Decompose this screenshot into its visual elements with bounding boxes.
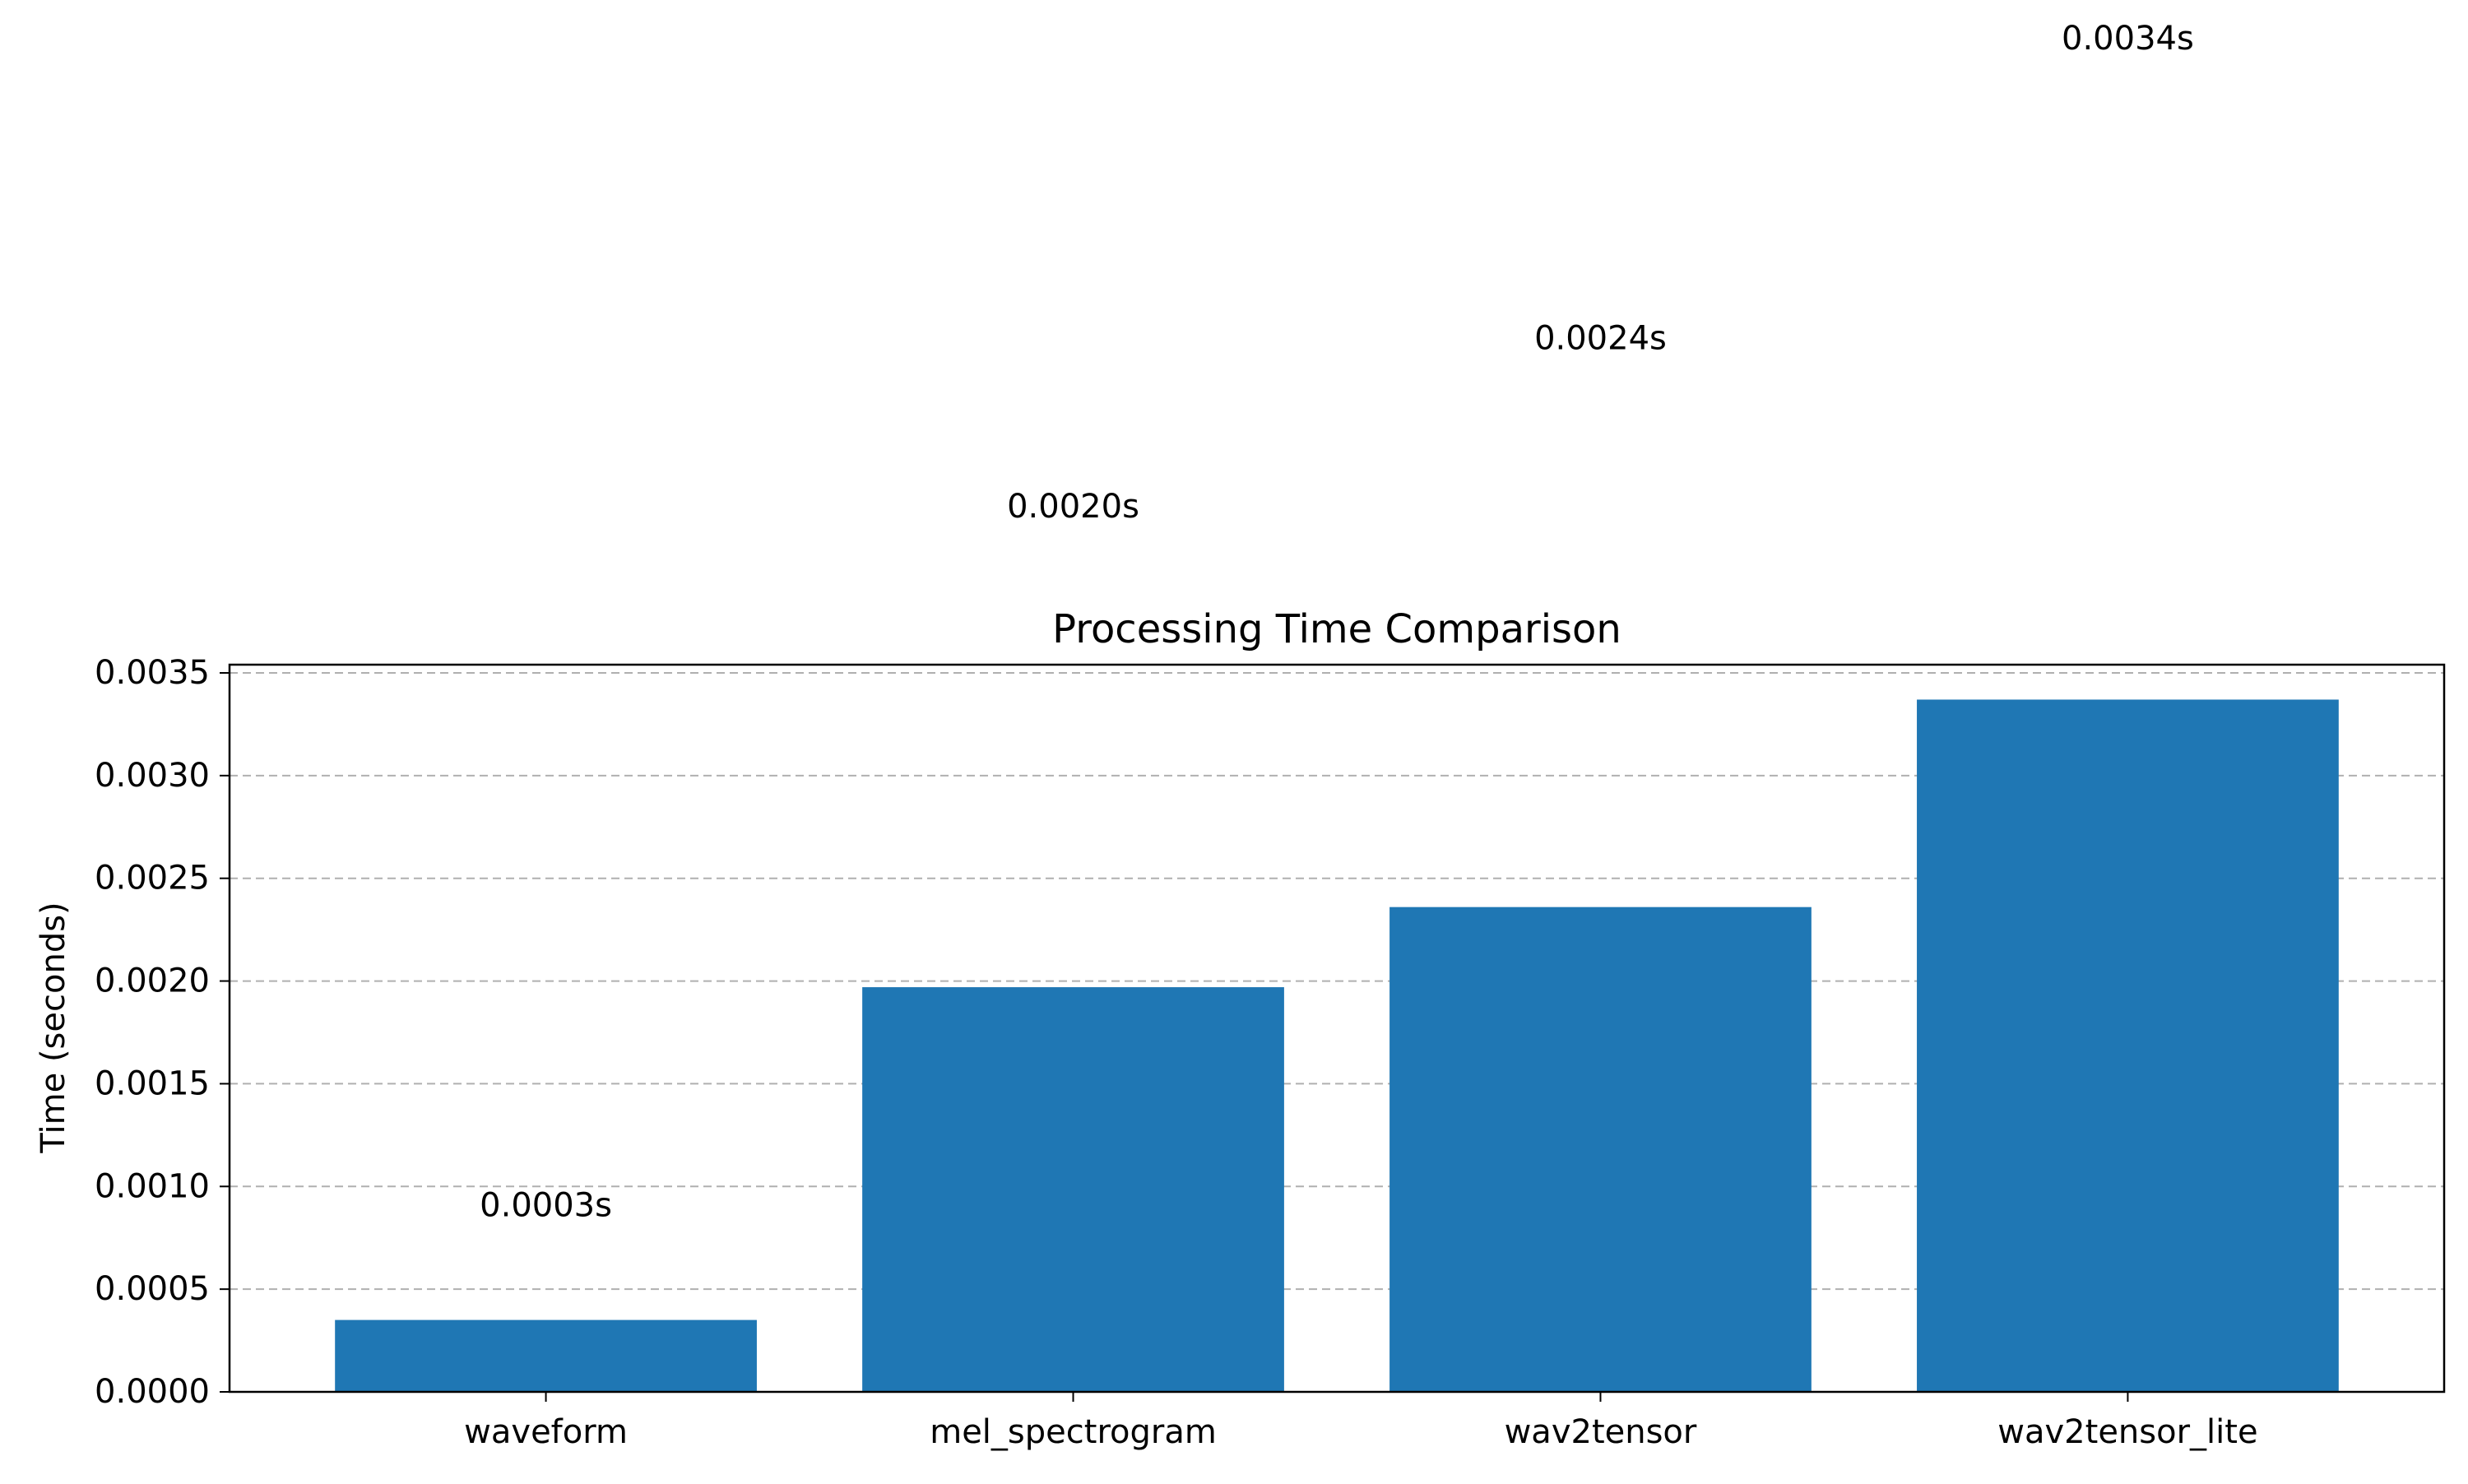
- y-tick-label: 0.0005: [95, 1270, 210, 1308]
- x-tick-label: wav2tensor_lite: [1997, 1413, 2257, 1451]
- x-tick-label: mel_spectrogram: [930, 1413, 1217, 1451]
- bar: [1389, 907, 1812, 1392]
- y-tick-label: 0.0020: [95, 962, 210, 1000]
- x-axis-ticks: waveform mel_spectrogram wav2tensor wav2ten…: [464, 1392, 2258, 1451]
- y-tick-label: 0.0000: [95, 1373, 210, 1411]
- bars: [335, 699, 2339, 1392]
- y-tick-label: 0.0015: [95, 1064, 210, 1102]
- data-labels: 0.0003s 0.0020s 0.0024s 0.0034s: [480, 20, 2194, 1224]
- plot-area-frame: [228, 663, 2446, 1394]
- data-label: 0.0024s: [1534, 319, 1667, 357]
- x-tick-label: waveform: [464, 1413, 628, 1451]
- y-axis-ticks: 0.0000 0.0005 0.0010 0.0015 0.0020 0.0025 0.00…: [95, 654, 230, 1411]
- data-label: 0.0034s: [2062, 20, 2194, 58]
- y-tick-label: 0.0025: [95, 860, 210, 897]
- data-label: 0.0003s: [480, 1186, 612, 1224]
- y-tick-label: 0.0030: [95, 757, 210, 795]
- bar: [1917, 699, 2339, 1392]
- y-axis-title: Time (seconds): [35, 902, 72, 1153]
- bar: [335, 1319, 757, 1392]
- bar: [862, 987, 1284, 1392]
- chart-title: Processing Time Comparison: [1052, 606, 1621, 652]
- data-label: 0.0020s: [1007, 488, 1139, 526]
- gridlines: [230, 671, 2444, 1393]
- y-tick-label: 0.0010: [95, 1167, 210, 1205]
- y-tick-label: 0.0035: [95, 654, 210, 692]
- x-tick-label: wav2tensor: [1505, 1413, 1697, 1451]
